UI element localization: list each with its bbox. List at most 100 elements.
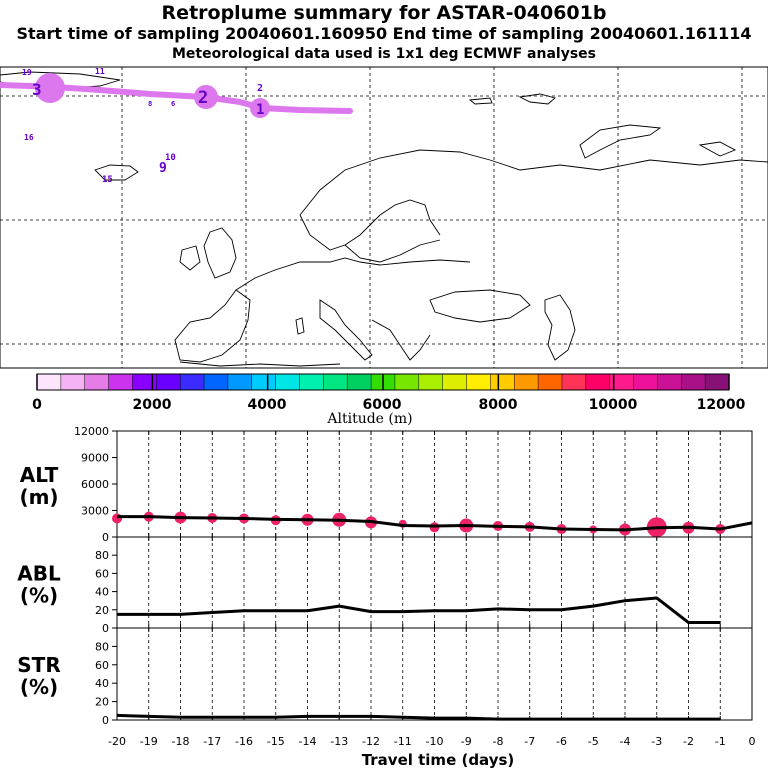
x-tick-label: -15 [267, 735, 285, 748]
day-label: 6 [171, 100, 175, 108]
y-tick-label: 12000 [74, 425, 109, 438]
colorbar-swatch [84, 374, 110, 390]
panel-alt: 0 3000 6000 9000 12000 ALT(m) [19, 425, 753, 544]
alt-marker [112, 513, 122, 524]
x-axis-label: Travel time (days) [362, 751, 515, 768]
colorbar-swatch [514, 374, 539, 390]
x-tick-label: -5 [588, 735, 599, 748]
x-tick-label: -17 [203, 735, 221, 748]
day-label: 8 [148, 100, 152, 108]
day-label: 3 [32, 80, 42, 99]
colorbar-swatch [251, 374, 277, 390]
y-tick-label: 80 [95, 549, 109, 562]
colorbar-swatch [347, 374, 372, 390]
sampling-times: Start time of sampling 20040601.160950 E… [16, 24, 752, 43]
colorbar-swatch [108, 374, 133, 390]
series-line [117, 596, 721, 625]
x-tick-label: 0 [749, 735, 756, 748]
colorbar-swatch [418, 374, 444, 390]
y-tick-label: 20 [95, 604, 109, 617]
colorbar-swatch [323, 374, 348, 390]
x-tick-label: -19 [140, 735, 158, 748]
y-tick-label: 40 [95, 677, 109, 690]
colorbar-swatch [204, 374, 229, 390]
colorbar-tick-label: 10000 [589, 397, 638, 413]
x-tick-label: -16 [235, 735, 253, 748]
y-tick-label: 3000 [81, 505, 109, 518]
colorbar-tick-label: 8000 [479, 397, 518, 413]
plume-blob-day3 [35, 73, 65, 103]
panel-ylabel-unit: (%) [20, 675, 58, 699]
y-tick-label: 40 [95, 586, 109, 599]
map-panel: 19 11 3 2 2 1 16 10 9 15 8 6 [0, 66, 768, 369]
map-frame [0, 66, 768, 369]
colorbar-swatch [585, 374, 611, 390]
x-tick-label: -7 [524, 735, 535, 748]
day-label: 15 [102, 175, 113, 185]
panel-ylabel: STR [17, 653, 60, 677]
series-line [117, 515, 753, 532]
time-series-panels: 030006000900012000ALT(m)020406080ABL(%)0… [17, 425, 755, 748]
chart-title: Retroplume summary for ASTAR-040601b [161, 2, 607, 24]
colorbar-swatch [466, 374, 491, 390]
panel-ylabel: ABL [17, 562, 61, 586]
x-tick-label: -11 [394, 735, 412, 748]
colorbar-swatch [156, 374, 181, 390]
x-tick-label: -14 [299, 735, 317, 748]
day-label: 10 [165, 153, 176, 163]
colorbar-swatch [681, 374, 706, 390]
panel-str: 0 20 40 60 80 STR(%) [17, 627, 753, 727]
day-label: 16 [24, 133, 34, 142]
y-tick-label: 80 [95, 640, 109, 653]
x-tick-label: -1 [715, 735, 726, 748]
panel-ylabel-unit: (m) [19, 485, 58, 509]
colorbar-swatch [299, 374, 324, 390]
met-data-note: Meteorological data used is 1x1 deg ECMW… [172, 46, 596, 62]
colorbar-label: Altitude (m) [326, 411, 412, 427]
colorbar-ticks: 0 2000 4000 6000 8000 10000 12000 [32, 397, 745, 413]
y-tick-label: 20 [95, 696, 109, 709]
colorbar-tick-label: 2000 [133, 397, 172, 413]
colorbar-swatch [60, 374, 86, 390]
retroplume-track [0, 73, 353, 118]
x-tick-label: -3 [651, 735, 662, 748]
colorbar-tick-label: 6000 [363, 397, 402, 413]
x-tick-label: -20 [108, 735, 126, 748]
x-tick-label: -18 [172, 735, 190, 748]
colorbar-swatch [227, 374, 253, 390]
colorbar-tick-label: 4000 [248, 397, 287, 413]
x-tick-label: -8 [493, 735, 504, 748]
y-tick-label: 0 [102, 714, 109, 727]
x-tick-label: -12 [362, 735, 380, 748]
x-tick-label: -10 [426, 735, 444, 748]
colorbar-swatch [490, 374, 515, 390]
day-label: 2 [257, 83, 263, 94]
colorbar-swatch [132, 374, 157, 390]
y-tick-label: 6000 [81, 478, 109, 491]
colorbar-swatch [538, 374, 563, 390]
colorbar-swatch [561, 374, 587, 390]
panel-abl: 0 20 40 60 80 ABL(%) [17, 536, 753, 635]
y-tick-label: 9000 [81, 452, 109, 465]
x-tick-label: -2 [683, 735, 694, 748]
map-graticule [0, 67, 768, 368]
panel-ylabel: ALT [20, 463, 59, 487]
colorbar-swatch [633, 374, 658, 390]
day-label: 9 [159, 161, 167, 176]
panel-ylabel-unit: (%) [20, 584, 58, 608]
colorbar-swatch [275, 374, 300, 390]
plume-blob-day1 [250, 98, 270, 118]
colorbar-swatch [442, 374, 468, 390]
colorbar-tick-label: 12000 [697, 397, 746, 413]
altitude-colorbar [36, 373, 730, 391]
y-tick-label: 60 [95, 567, 109, 580]
day-label: 2 [198, 88, 208, 108]
colorbar-swatch [609, 374, 635, 390]
x-tick-label: -13 [330, 735, 348, 748]
day-label: 19 [22, 68, 32, 77]
x-tick-label: -4 [620, 735, 631, 748]
coastlines [0, 71, 768, 367]
y-tick-label: 60 [95, 659, 109, 672]
day-label: 11 [95, 67, 105, 76]
